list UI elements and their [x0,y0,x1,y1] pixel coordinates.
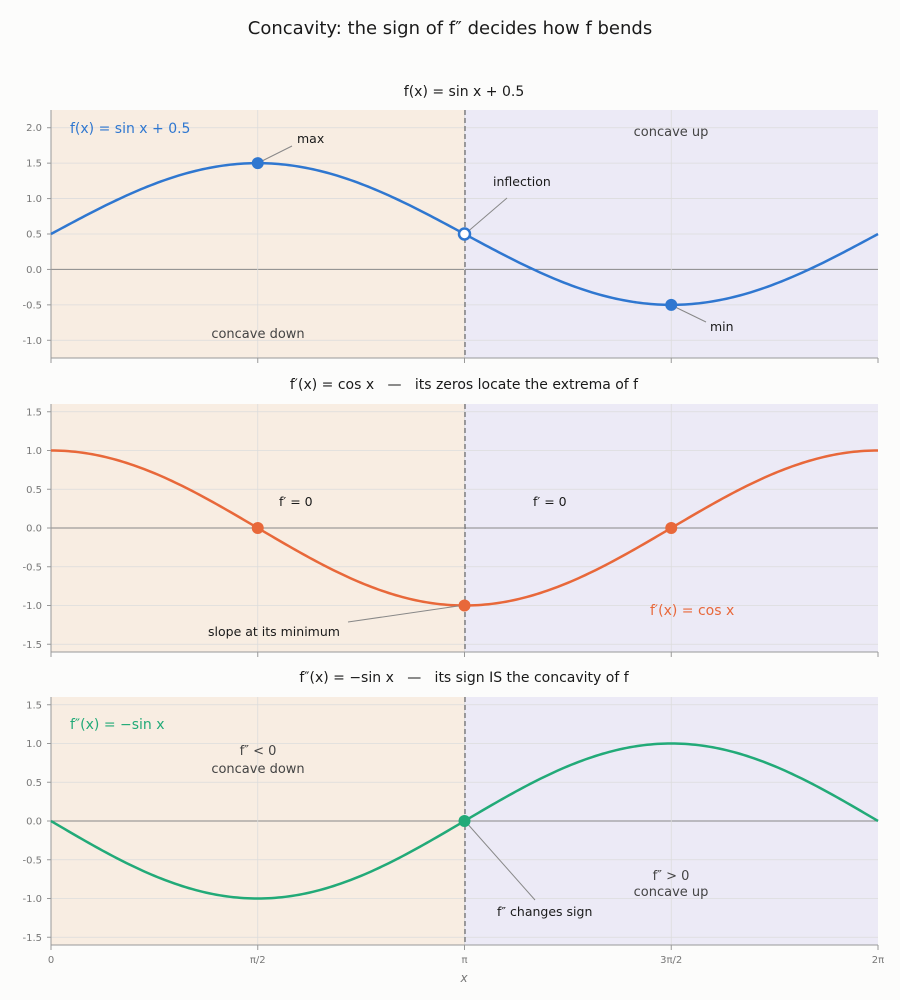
point-min [665,298,678,311]
tick-label-y: 0.0 [26,265,42,276]
tick-label-y: 1.0 [26,194,42,205]
panel-f-title: f(x) = sin x + 0.5 [404,84,524,100]
point-fprime-zero-right [665,522,678,534]
figure-title: Concavity: the sign of f″ decides how f … [248,18,652,39]
panel-fdoubleprime: f″(x) = −sin x — its sign IS the concavi… [22,670,884,966]
label-fprime-zero-left: f′ = 0 [279,494,313,509]
tick-label-y: 0.5 [26,230,42,241]
label-max: max [297,131,324,146]
label-min: min [710,319,734,334]
label-concave-up: concave up [634,885,709,900]
legend-fprime: f′(x) = cos x [650,603,734,619]
tick-label-y: -1.0 [22,601,42,612]
tick-label-y: -1.0 [22,336,42,347]
tick-label-y: -0.5 [22,300,42,311]
tick-label-y: 0.5 [26,485,42,496]
point-inflection [457,227,472,241]
point-fprime-zero-left [251,522,264,534]
tick-label-y: 0.0 [26,817,42,828]
tick-label-y: 1.5 [26,407,42,418]
leader-min [670,304,707,323]
legend-fdoubleprime: f″(x) = −sin x [70,717,165,733]
label-slope-min: slope at its minimum [208,624,340,639]
tick-label-y: 1.0 [26,446,42,457]
tick-label-x: π/2 [250,955,266,966]
label-concave-up: concave up [634,125,709,140]
point-sign-change [458,815,471,827]
tick-label-y: -1.5 [22,640,42,651]
leader-inflection [464,197,508,235]
legend-f: f(x) = sin x + 0.5 [70,121,190,137]
tick-label-y: -0.5 [22,562,42,573]
tick-label-x: 3π/2 [660,955,682,966]
tick-label-y: 1.5 [26,700,42,711]
tick-label-x: 2π [872,955,884,966]
label-fprime-zero-right: f′ = 0 [533,494,567,509]
panel-fdoubleprime-title: f″(x) = −sin x — its sign IS the concavi… [299,670,629,686]
panel-f: f(x) = sin x + 0.5 -1.0 -0.5 0.0 0.5 1.0 1.5 2… [22,84,879,363]
panel-fprime: f′(x) = cos x — its zeros locate the ext… [22,377,879,657]
label-inflection: inflection [493,174,551,189]
tick-label-y: -0.5 [22,855,42,866]
point-fprime-min [458,599,471,612]
x-axis-label: x [459,971,468,985]
label-sign-change: f″ changes sign [497,904,592,919]
leader-max [257,145,293,164]
point-max [251,157,264,170]
tick-label-y: 0.5 [26,778,42,789]
tick-label-y: 0.0 [26,524,42,535]
tick-label-y: 1.0 [26,739,42,750]
tick-label-y: 1.5 [26,159,42,170]
label-concave-down: concave down [211,762,304,777]
tick-label-y: -1.5 [22,933,42,944]
label-concave-down: concave down [211,327,304,342]
leader-slope-min [347,604,466,623]
panel-fprime-title: f′(x) = cos x — its zeros locate the ext… [290,377,639,393]
tick-label-y: 2.0 [26,123,42,134]
tick-label-x: 0 [48,955,54,966]
leader-sign-change [464,820,536,901]
label-fdoubleprime-positive: f″ > 0 [653,869,690,884]
label-fdoubleprime-negative: f″ < 0 [240,744,277,759]
tick-label-y: -1.0 [22,894,42,905]
tick-label-x: π [461,955,467,966]
